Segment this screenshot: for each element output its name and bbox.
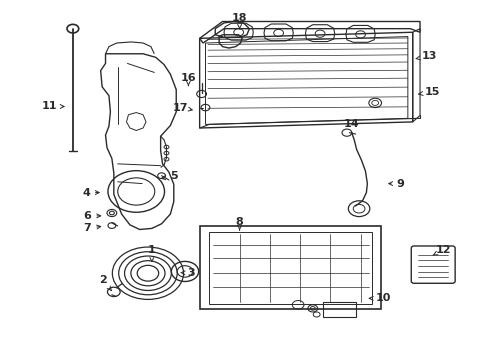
Text: 6: 6	[83, 211, 101, 221]
Text: 9: 9	[388, 179, 404, 189]
Text: 2: 2	[99, 275, 111, 291]
Text: 14: 14	[343, 120, 359, 129]
Text: 16: 16	[180, 73, 196, 86]
Text: 13: 13	[415, 51, 437, 61]
Text: 8: 8	[235, 217, 243, 230]
Text: 15: 15	[418, 87, 439, 97]
Text: 18: 18	[231, 13, 247, 29]
Bar	[322, 302, 355, 317]
Text: 17: 17	[172, 103, 192, 113]
Text: 4: 4	[82, 188, 99, 198]
Text: 12: 12	[432, 245, 450, 255]
Text: 3: 3	[181, 268, 194, 278]
Text: 7: 7	[83, 224, 101, 233]
Text: 5: 5	[161, 171, 177, 181]
Text: 10: 10	[368, 293, 390, 303]
Text: 11: 11	[41, 102, 64, 112]
Text: 1: 1	[148, 245, 155, 261]
